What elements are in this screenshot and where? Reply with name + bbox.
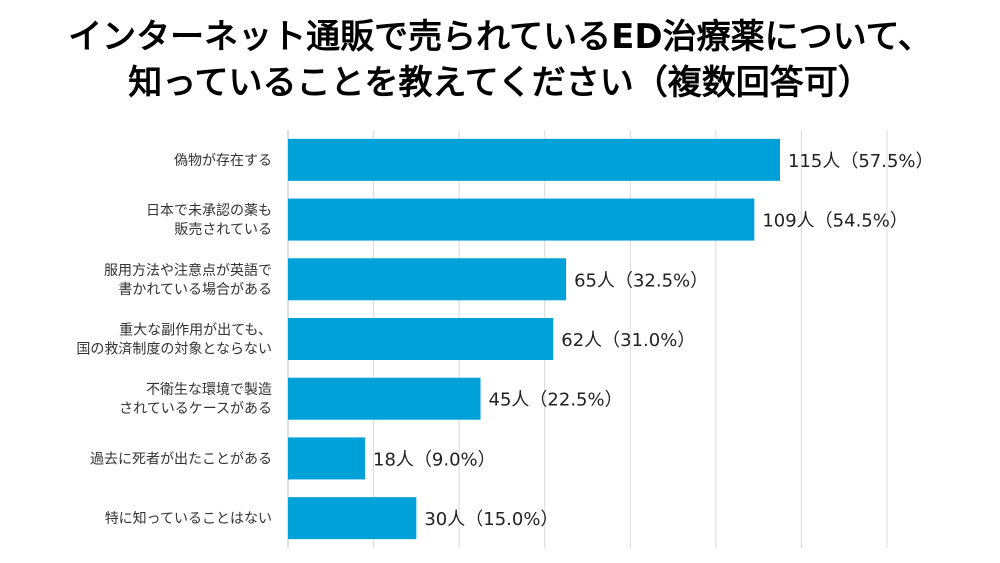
data-label: 18人（9.0%） [373,449,496,470]
category-label: 日本で未承認の薬も [146,203,272,219]
chart-title-line-2: 知っていることを教えてください（複数回答可） [128,63,872,103]
bar [288,377,481,420]
bar [288,258,567,301]
chart-title-line-1: インターネット通販で売られているED治療薬について、 [68,17,932,57]
category-label: 特に知っていることはない [105,510,272,527]
category-label: 過去に死者が出たことがある [90,451,272,467]
bar [288,138,780,181]
data-label: 30人（15.0%） [424,509,558,530]
category-label: されているケースがある [119,401,272,417]
bar [288,497,417,540]
category-label: 国の救済制度の対象とならない [76,342,272,358]
data-label: 45人（22.5%） [489,390,623,411]
data-label: 109人（54.5%） [762,211,908,232]
bar [288,437,366,480]
category-label: 不衛生な環境で製造 [146,382,272,398]
bar [288,318,554,360]
category-label: 重大な副作用が出ても、 [119,323,272,339]
data-label: 62人（31.0%） [561,330,695,351]
chart-title: インターネット通販で売られているED治療薬について、 知っていることを教えてくだ… [0,14,1000,106]
bar [288,198,755,241]
category-label: 書かれている場合がある [118,282,272,298]
category-label: 服用方法や注意点が英語で [104,262,272,279]
data-label: 65人（32.5%） [574,270,708,291]
category-label: 販売されている [174,222,272,238]
category-label: 偽物が存在する [174,153,272,169]
data-label: 115人（57.5%） [788,151,934,172]
